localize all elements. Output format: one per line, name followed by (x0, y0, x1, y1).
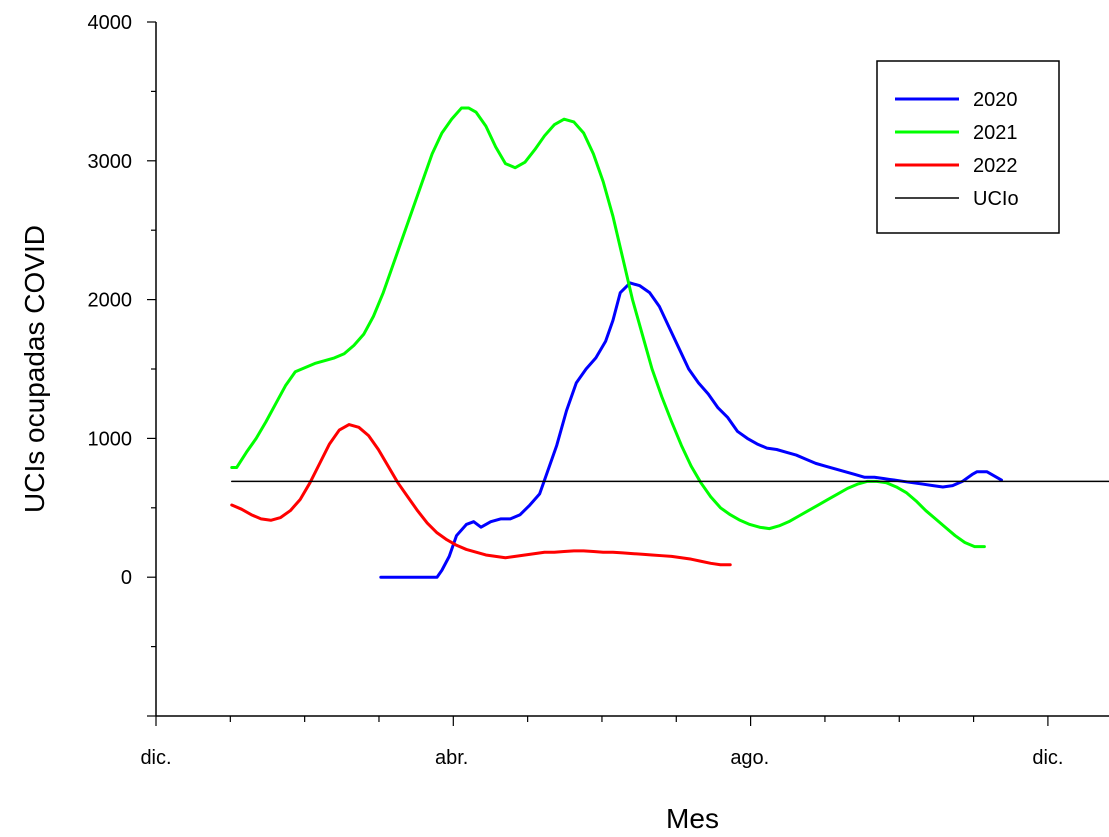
legend-label-2020: 2020 (973, 89, 1018, 111)
y-tick-label: 3000 (88, 151, 133, 173)
legend: 2020 2021 2022 UCIo (876, 60, 1060, 234)
x-axis-title: Mes (666, 803, 719, 834)
y-axis-title: UCIs ocupadas COVID (19, 225, 50, 513)
x-tick-label: ago. (730, 747, 769, 769)
x-tick-label: abr. (435, 747, 468, 769)
x-tick-label: dic. (1032, 747, 1063, 769)
legend-label-2022: 2022 (973, 155, 1018, 177)
x-tick-label: dic. (140, 747, 171, 769)
y-tick-label: 1000 (88, 428, 133, 450)
legend-label-2021: 2021 (973, 122, 1018, 144)
y-tick-label: 0 (121, 567, 132, 589)
y-tick-label: 2000 (88, 290, 133, 312)
legend-box (876, 60, 1060, 234)
series-line-2021 (230, 106, 986, 549)
axes: 0 1000 2000 3000 4000 dic. abr. ago. dic. (88, 12, 1109, 769)
series-layer (230, 106, 1109, 579)
y-tick-label: 4000 (88, 12, 133, 34)
series-line-2022 (230, 423, 732, 567)
legend-label-ucio: UCIo (973, 188, 1019, 210)
